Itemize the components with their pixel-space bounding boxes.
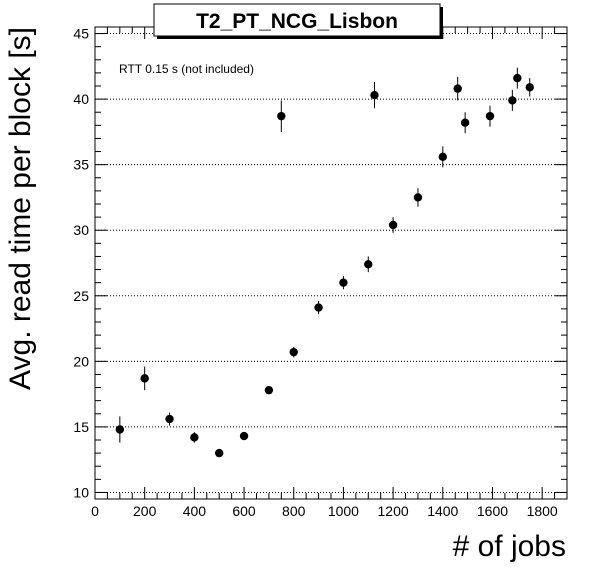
y-tick-label: 15 xyxy=(73,419,89,435)
x-tick-label: 400 xyxy=(183,503,207,519)
data-point xyxy=(277,111,286,121)
x-tick-label: 1800 xyxy=(527,503,558,519)
x-tick-label: 1600 xyxy=(477,503,508,519)
data-point xyxy=(115,425,125,434)
x-tick-label: 0 xyxy=(91,503,99,519)
data-point xyxy=(453,84,462,93)
data-point xyxy=(438,152,447,161)
x-tick-label: 1400 xyxy=(427,503,458,519)
data-point xyxy=(165,414,174,424)
y-tick-label: 20 xyxy=(73,353,89,369)
data-point xyxy=(513,73,522,83)
data-point xyxy=(140,374,149,383)
data-point xyxy=(239,431,249,441)
data-point xyxy=(370,90,379,100)
data-point xyxy=(508,96,517,105)
data-point xyxy=(190,433,199,442)
data-point xyxy=(388,220,398,230)
y-tick-label: 30 xyxy=(73,222,89,238)
title-box: T2_PT_NCG_Lisbon xyxy=(153,3,443,39)
x-tick-label: 1000 xyxy=(328,503,359,519)
y-tick-label: 45 xyxy=(73,26,89,42)
data-point xyxy=(215,448,224,458)
data-point xyxy=(314,303,323,312)
plot-frame xyxy=(94,26,568,500)
y-tick-label: 35 xyxy=(73,157,89,173)
axis-ticks xyxy=(94,27,568,499)
data-point xyxy=(364,260,373,269)
y-tick-label: 40 xyxy=(73,91,89,107)
annotation-text: RTT 0.15 s (not included) xyxy=(119,62,254,76)
data-point xyxy=(413,193,423,202)
x-tick-label: 1200 xyxy=(378,503,409,519)
x-tick-label: 600 xyxy=(232,503,256,519)
data-point xyxy=(289,347,298,357)
tick-labels: 10 15 20 25 30 35 40 45 0 200 400 600 800 1000 1200 140… xyxy=(73,26,558,519)
grid-lines xyxy=(95,33,567,493)
data-points xyxy=(115,67,534,458)
y-tick-label: 10 xyxy=(73,484,89,500)
chart-title: T2_PT_NCG_Lisbon xyxy=(196,10,398,33)
data-point xyxy=(485,111,495,121)
data-point xyxy=(339,278,348,287)
x-tick-label: 800 xyxy=(282,503,306,519)
y-axis-title: Avg. read time per block [s] xyxy=(4,27,37,390)
x-axis-title: # of jobs xyxy=(453,530,566,563)
y-tick-label: 25 xyxy=(73,288,89,304)
data-point xyxy=(525,83,534,92)
data-point xyxy=(460,118,470,127)
x-tick-label: 200 xyxy=(133,503,157,519)
data-point xyxy=(264,385,274,395)
